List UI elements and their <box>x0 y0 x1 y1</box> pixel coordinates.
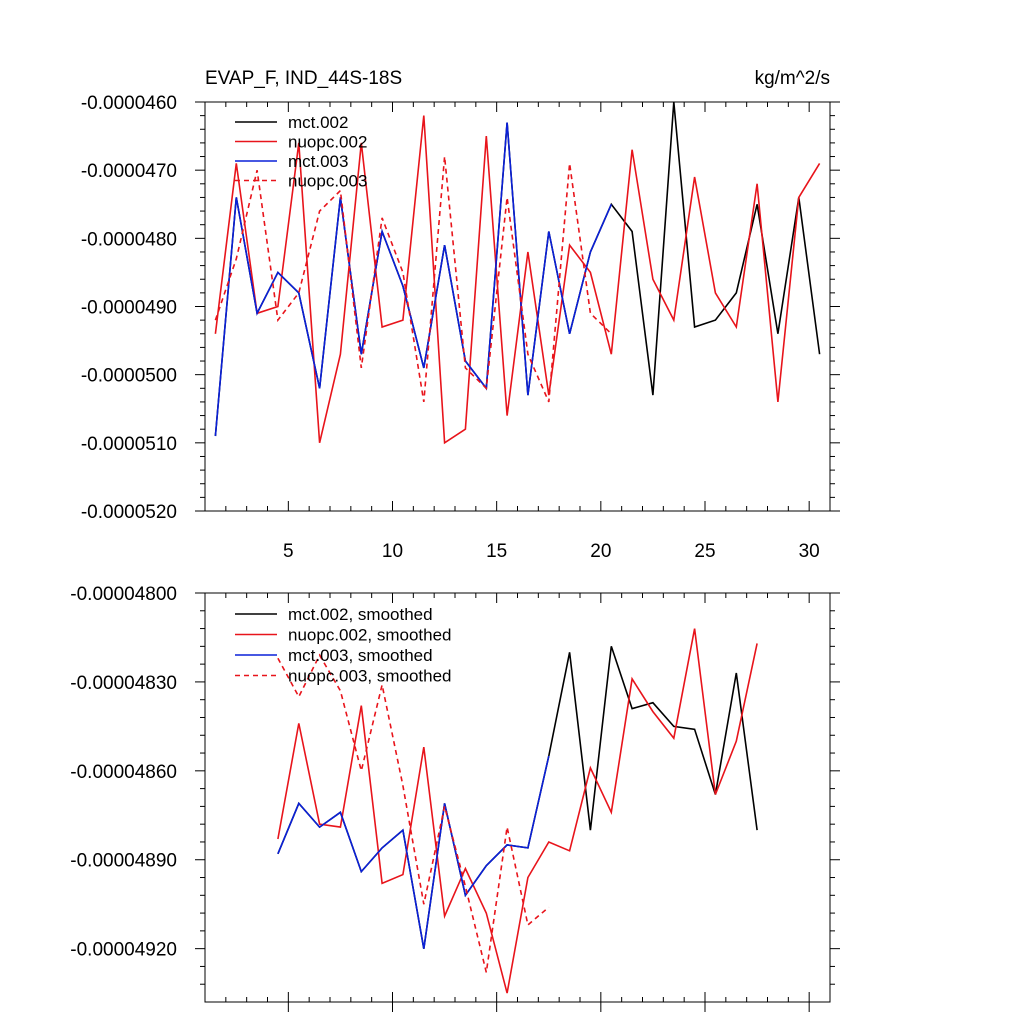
legend-label: mct.003 <box>288 152 348 171</box>
y-tick-label: -0.0000470 <box>81 161 177 182</box>
x-tick-label: 10 <box>382 541 403 562</box>
y-tick-label: -0.00004800 <box>70 584 177 605</box>
x-tick-label: 25 <box>694 541 715 562</box>
x-tick-label: 5 <box>283 541 294 562</box>
y-tick-label: -0.00004830 <box>70 673 177 694</box>
legend-label: nuopc.003 <box>288 172 367 191</box>
legend-label: nuopc.003, smoothed <box>288 667 452 686</box>
x-tick-label: 30 <box>799 541 820 562</box>
x-tick-label: 20 <box>590 541 611 562</box>
y-tick-label: -0.00004920 <box>70 940 177 961</box>
y-tick-label: -0.00004890 <box>70 851 177 872</box>
series-line-mct-003-smoothed <box>277 755 550 949</box>
y-tick-label: -0.0000510 <box>81 434 177 455</box>
series-line-mct-003 <box>214 122 613 437</box>
series-line-nuopc-002 <box>214 115 821 445</box>
legend-label: mct.003, smoothed <box>288 646 433 665</box>
y-tick-label: -0.0000500 <box>81 366 177 387</box>
y-tick-label: -0.0000520 <box>81 502 177 523</box>
series-line-nuopc-002-smoothed <box>277 628 758 994</box>
legend-label: nuopc.002, smoothed <box>288 626 452 645</box>
x-tick-label: 15 <box>486 541 507 562</box>
y-tick-label: -0.0000490 <box>81 298 177 319</box>
chart-title: EVAP_F, IND_44S-18S <box>205 68 402 89</box>
top-panel: 5 10 15 20 25 30 -0.0000520 -0.0000510 -0.000050… <box>81 68 840 562</box>
legend-label: nuopc.002 <box>288 133 367 152</box>
y-tick-label: -0.0000480 <box>81 229 177 250</box>
series-line-mct-002-smoothed <box>277 646 758 949</box>
y-tick-label: -0.00004860 <box>70 762 177 783</box>
series-line-nuopc-003 <box>214 156 612 403</box>
chart-units: kg/m^2/s <box>755 68 830 89</box>
series-line-nuopc-003-smoothed <box>277 653 550 973</box>
legend-label: mct.002 <box>288 113 348 132</box>
legend-label: mct.002, smoothed <box>288 605 433 624</box>
bottom-panel: -0.00004920 -0.00004890 -0.00004860 -0.0000… <box>70 584 840 1012</box>
y-tick-label: -0.0000460 <box>81 93 177 114</box>
